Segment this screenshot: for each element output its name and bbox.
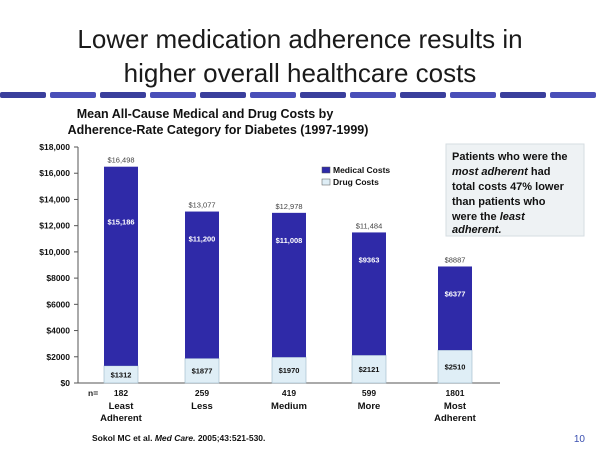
divider-segment xyxy=(50,92,96,98)
x-axis-labels: 182LeastAdherent259Less419Medium599More1… xyxy=(100,388,477,424)
bar-drug-costs xyxy=(437,349,473,384)
callout-line5-pre: were the xyxy=(451,211,500,223)
citation-prefix: Sokol MC et al. xyxy=(92,433,155,443)
divider-segment xyxy=(300,92,346,98)
legend-swatch-medical xyxy=(321,166,331,174)
y-axis-ticks: $0 $2000 $4000 $6000 $8000 $10,000 $12,000 $14,… xyxy=(39,142,78,388)
bar-label-drug: $1312 xyxy=(111,370,132,379)
bar-label-total: $13,077 xyxy=(188,201,215,210)
divider-segment xyxy=(0,92,46,98)
bar-medical-costs xyxy=(272,212,306,358)
category-sublabel: Adherent xyxy=(434,413,477,424)
bar-label-medical: $9363 xyxy=(359,255,380,264)
n-label: n= xyxy=(88,388,98,398)
callout-box: Patients who were the most adherent had … xyxy=(445,143,585,237)
y-tick-label: $4000 xyxy=(46,326,70,336)
citation-suffix: 2005;43:521-530. xyxy=(195,433,265,443)
bar-label-drug: $2510 xyxy=(445,363,466,372)
y-tick-label: $14,000 xyxy=(39,194,70,204)
bar-label-total: $12,978 xyxy=(275,202,302,211)
category-label: Most xyxy=(444,401,467,412)
category-sublabel: Adherent xyxy=(100,413,143,424)
category-label: Medium xyxy=(271,401,307,412)
legend-swatch-drug xyxy=(321,178,331,186)
bar-label-drug: $2121 xyxy=(359,365,380,374)
page-number: 10 xyxy=(574,434,586,445)
slide-title-line1: Lower medication adherence results in xyxy=(77,24,522,54)
citation-journal: Med Care. xyxy=(155,433,196,443)
bar-medical-costs xyxy=(438,266,472,351)
y-tick-label: $0 xyxy=(61,378,71,388)
divider-segment xyxy=(150,92,196,98)
divider-segment xyxy=(400,92,446,98)
divider-segment xyxy=(200,92,246,98)
y-tick-label: $6000 xyxy=(46,299,70,309)
category-label: Less xyxy=(191,401,213,412)
category-label: Least xyxy=(109,401,135,412)
callout-line2: most adherent had xyxy=(452,166,550,178)
divider-segment xyxy=(450,92,496,98)
n-value-label: 599 xyxy=(362,388,376,398)
slide-title-line2: higher overall healthcare costs xyxy=(124,58,477,88)
bar-medical-costs xyxy=(352,232,386,356)
divider-segment xyxy=(350,92,396,98)
divider-segment xyxy=(100,92,146,98)
bars-group: $1312 $15,186 $16,498 $1877 $11,200 $13,077 $1… xyxy=(103,156,473,384)
y-tick-label: $2000 xyxy=(46,352,70,362)
callout-line6: adherent. xyxy=(452,224,502,236)
bar-medical-costs xyxy=(104,166,138,366)
chart-title-line2: Adherence-Rate Category for Diabetes (19… xyxy=(68,123,369,137)
legend: Medical Costs Drug Costs xyxy=(321,165,390,187)
n-value-label: 182 xyxy=(114,388,128,398)
n-value-label: 259 xyxy=(195,388,209,398)
y-tick-label: $16,000 xyxy=(39,168,70,178)
y-tick-label: $10,000 xyxy=(39,247,70,257)
bar-label-medical: $15,186 xyxy=(107,218,134,227)
callout-line5-emphasis: least xyxy=(500,211,526,223)
y-tick-label: $12,000 xyxy=(39,221,70,231)
title-divider xyxy=(0,92,596,98)
y-tick-label: $8000 xyxy=(46,273,70,283)
callout-line5: were the least xyxy=(451,211,526,223)
bar-label-total: $8887 xyxy=(445,255,466,264)
bar-label-medical: $11,008 xyxy=(276,236,303,245)
category-label: More xyxy=(358,401,381,412)
callout-line4: than patients who xyxy=(452,196,546,208)
bar-label-drug: $1970 xyxy=(279,366,300,375)
callout-background xyxy=(445,143,585,237)
callout-line1: Patients who were the xyxy=(452,151,568,163)
callout-line3: total costs 47% lower xyxy=(452,181,565,193)
n-value-label: 1801 xyxy=(446,388,465,398)
bar-label-medical: $6377 xyxy=(445,289,466,298)
divider-segment xyxy=(500,92,546,98)
bar-label-medical: $11,200 xyxy=(189,235,216,244)
bar-drug-costs xyxy=(184,358,220,384)
divider-segment xyxy=(250,92,296,98)
bar-medical-costs xyxy=(185,211,219,359)
callout-line2-rest: had xyxy=(528,166,551,178)
legend-label-drug: Drug Costs xyxy=(333,177,379,187)
n-value-label: 419 xyxy=(282,388,296,398)
chart-title-line1: Mean All-Cause Medical and Drug Costs by xyxy=(77,107,334,121)
y-tick-label: $18,000 xyxy=(39,142,70,152)
legend-label-medical: Medical Costs xyxy=(333,165,390,175)
divider-segment xyxy=(550,92,596,98)
callout-line2-emphasis: most adherent xyxy=(452,166,529,178)
citation: Sokol MC et al. Med Care. 2005;43:521-53… xyxy=(92,433,265,443)
bar-label-drug: $1877 xyxy=(192,367,213,376)
bar-label-total: $16,498 xyxy=(107,156,134,165)
bar-label-total: $11,484 xyxy=(356,221,383,230)
